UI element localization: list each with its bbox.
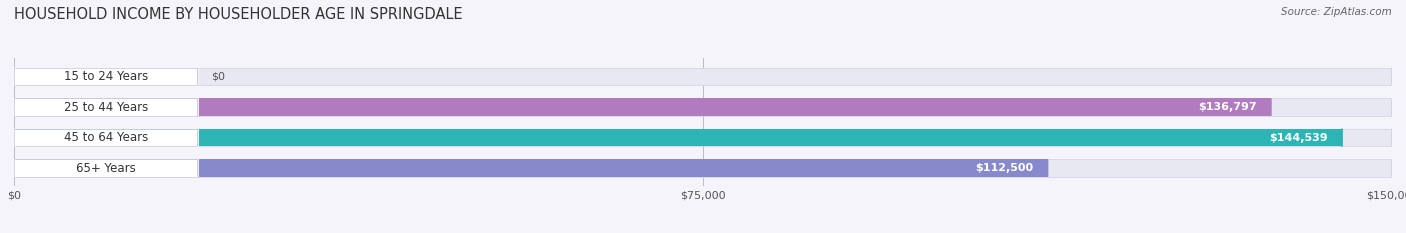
Bar <box>14 159 1392 177</box>
Bar <box>14 98 1271 116</box>
Bar <box>14 129 198 146</box>
Text: 25 to 44 Years: 25 to 44 Years <box>63 101 148 113</box>
Text: $136,797: $136,797 <box>1198 102 1257 112</box>
Text: $0: $0 <box>211 72 225 82</box>
Bar <box>14 129 1341 146</box>
Bar <box>14 159 198 177</box>
Bar <box>14 68 198 86</box>
Bar <box>14 98 1392 116</box>
Text: 65+ Years: 65+ Years <box>76 162 136 175</box>
Text: 15 to 24 Years: 15 to 24 Years <box>63 70 148 83</box>
Bar <box>14 98 198 116</box>
Text: HOUSEHOLD INCOME BY HOUSEHOLDER AGE IN SPRINGDALE: HOUSEHOLD INCOME BY HOUSEHOLDER AGE IN S… <box>14 7 463 22</box>
Text: $144,539: $144,539 <box>1270 133 1329 143</box>
Text: $112,500: $112,500 <box>976 163 1033 173</box>
Text: 45 to 64 Years: 45 to 64 Years <box>63 131 148 144</box>
Bar <box>14 129 1392 146</box>
Text: Source: ZipAtlas.com: Source: ZipAtlas.com <box>1281 7 1392 17</box>
Bar <box>14 159 1047 177</box>
Bar <box>14 68 1392 86</box>
